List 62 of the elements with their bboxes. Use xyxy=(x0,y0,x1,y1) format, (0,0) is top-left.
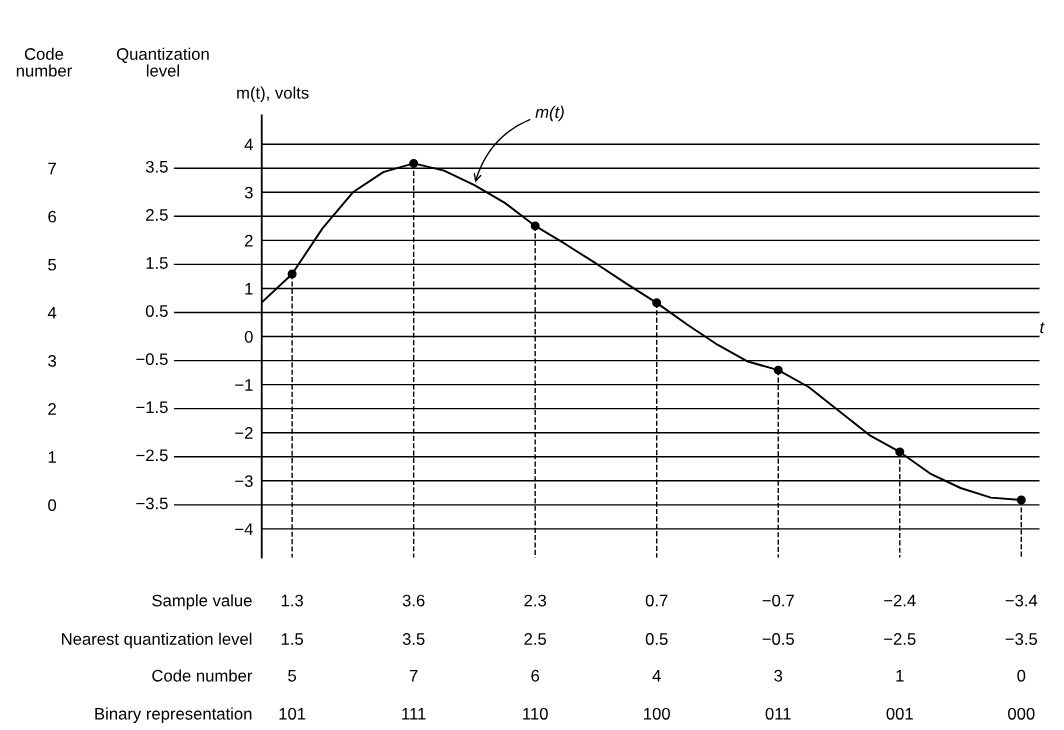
y2-tick-label: 2 xyxy=(48,403,56,415)
y2-tick-label: 1 xyxy=(48,451,56,463)
ref-line-label: 1.5 xyxy=(146,257,168,269)
text: 100 xyxy=(644,707,670,720)
y-axis-title: m(t), volts xyxy=(237,86,309,103)
text: Binary representation xyxy=(95,707,252,723)
y-tick-label: −4 xyxy=(235,523,253,535)
y2-tick-label: 0 xyxy=(48,499,57,512)
text: −2.5 xyxy=(884,633,916,645)
data-label: 0.7 xyxy=(645,594,668,607)
text: 2.5 xyxy=(524,633,547,645)
text: Code number xyxy=(152,669,253,682)
data-label: 3.6 xyxy=(402,594,425,607)
text: 6 xyxy=(531,669,540,682)
text: 1 xyxy=(896,670,904,682)
y-tick-label: 4 xyxy=(244,138,253,151)
text: 000 xyxy=(1008,707,1035,720)
text: −3.5 xyxy=(1005,633,1038,645)
y2-tick-label: 6 xyxy=(48,210,57,223)
y-tick-label: 2 xyxy=(244,234,253,247)
y2-tick-label: 4 xyxy=(47,307,57,319)
y-tick-label: −3 xyxy=(235,475,253,487)
y-tick-label: 1 xyxy=(245,283,253,295)
data-label: −0.7 xyxy=(762,594,794,607)
y2-tick-label: 3 xyxy=(48,354,57,367)
text: 0.5 xyxy=(645,633,668,645)
x-axis-title: t xyxy=(1040,322,1045,334)
text: 4 xyxy=(652,670,661,682)
y-tick-label: −1 xyxy=(235,379,253,391)
ref-line-label: 3.5 xyxy=(145,160,168,173)
y2-tick-label: 7 xyxy=(48,162,56,175)
y3-axis-title: Quantization level xyxy=(116,47,209,77)
text: −0.5 xyxy=(762,633,794,645)
ref-line-label: −1.5 xyxy=(136,401,168,414)
ref-line-label: −0.5 xyxy=(136,353,168,366)
ref-line-label: −2.5 xyxy=(136,449,168,462)
text: Sample value xyxy=(152,594,252,610)
text: 110 xyxy=(523,707,548,720)
text: 111 xyxy=(402,708,426,720)
data-label: 2.3 xyxy=(524,594,547,607)
text: 001 xyxy=(886,707,913,720)
text: 5 xyxy=(288,670,297,682)
y2-axis-title: Code number xyxy=(16,47,72,77)
text: 101 xyxy=(279,707,306,720)
text: m(t) xyxy=(535,105,564,122)
y2-tick-label: 5 xyxy=(48,258,57,271)
text: 011 xyxy=(765,707,791,720)
data-label: 1.3 xyxy=(281,594,303,607)
ref-line-label: 0.5 xyxy=(145,305,168,317)
text: 3.5 xyxy=(402,633,425,645)
y-tick-label: −2 xyxy=(235,427,253,439)
data-label: −3.4 xyxy=(1005,594,1038,607)
text: 1.5 xyxy=(281,633,304,645)
y-tick-label: 0 xyxy=(244,330,253,343)
y-tick-label: 3 xyxy=(244,186,253,199)
text: Nearest quantization level xyxy=(62,632,252,649)
ref-line-label: −3.5 xyxy=(136,497,168,510)
text: 0 xyxy=(1017,669,1026,682)
data-label: −2.4 xyxy=(884,594,916,607)
ref-line-label: 2.5 xyxy=(146,208,168,221)
text: 7 xyxy=(409,670,418,682)
text: 3 xyxy=(774,669,783,682)
